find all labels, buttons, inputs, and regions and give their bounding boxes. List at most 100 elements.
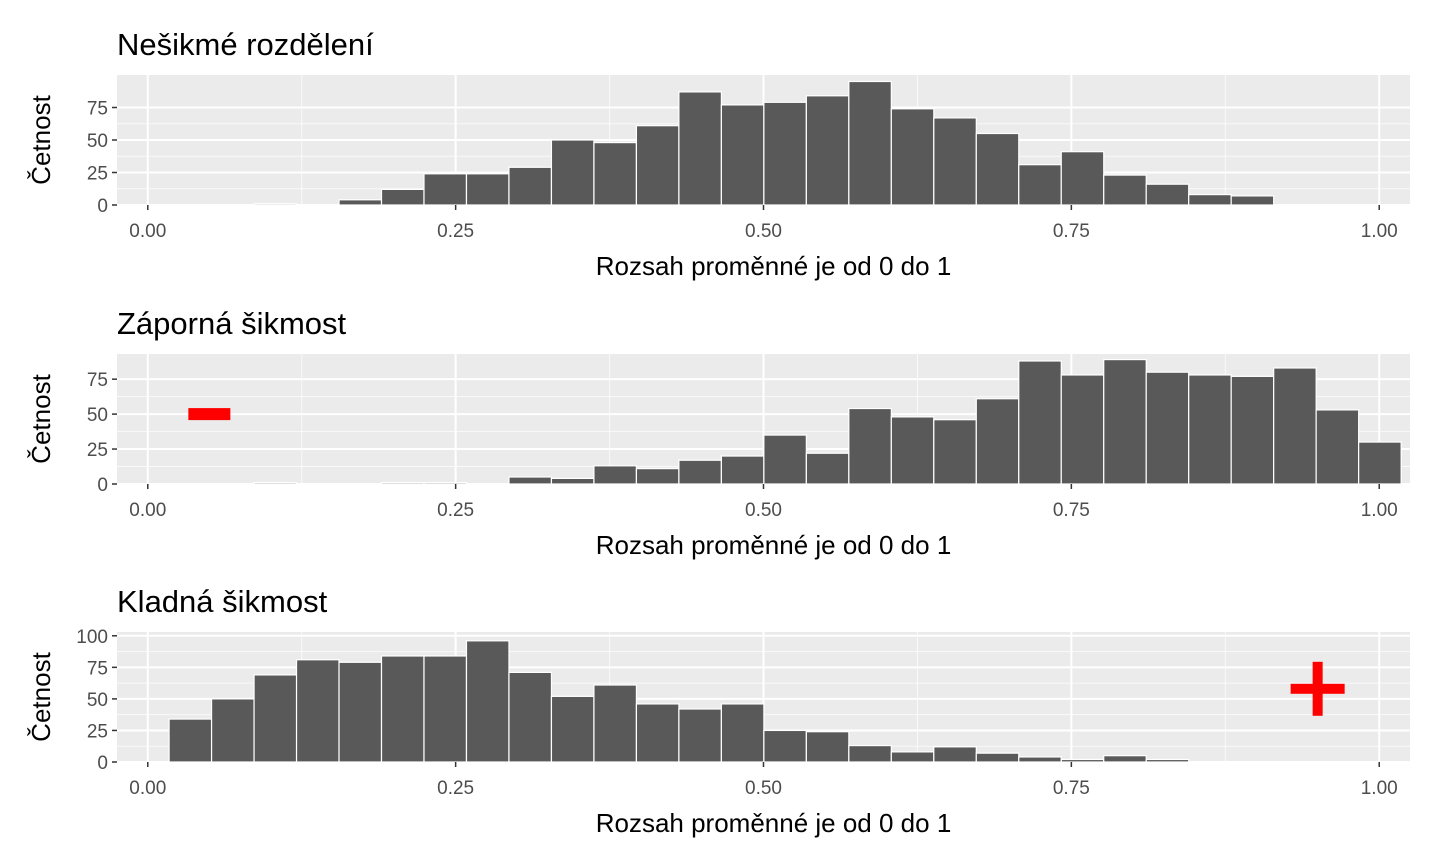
y-tick-label: 0	[97, 196, 108, 217]
histogram-bar	[1103, 174, 1147, 206]
histogram-bar	[423, 482, 468, 485]
histogram-bar	[1060, 374, 1105, 485]
x-tick-label: 0.25	[437, 221, 474, 242]
x-tick-label: 0.75	[1053, 778, 1090, 799]
y-tick-label: 75	[87, 658, 108, 679]
histogram-bar	[1188, 374, 1232, 485]
histogram-bar	[1315, 409, 1360, 485]
histogram-bar	[550, 139, 595, 206]
histogram-bar	[423, 655, 468, 763]
y-axis-title: Četnost	[26, 94, 56, 184]
histogram-bar	[848, 744, 892, 763]
x-axis-title: Rozsah proměnné je od 0 do 1	[596, 251, 952, 281]
histogram-bar	[848, 80, 892, 206]
histogram-bar	[1358, 441, 1402, 485]
histogram-bar	[848, 407, 892, 485]
histogram-bar	[253, 674, 298, 763]
histogram-bar	[168, 718, 213, 763]
histogram-bar	[338, 661, 383, 763]
panel-title: Kladná šikmost	[117, 584, 328, 619]
x-tick-label: 0.75	[1053, 221, 1090, 242]
histogram-bar	[1230, 375, 1275, 485]
x-tick-label: 0.00	[129, 500, 166, 521]
histogram-bar	[1273, 367, 1317, 485]
y-tick-label: 25	[87, 164, 108, 185]
x-tick-label: 0.25	[437, 778, 474, 799]
histogram-bar	[805, 731, 850, 763]
histogram-bar	[593, 465, 638, 485]
histogram-bar	[1060, 758, 1105, 763]
histogram-bar	[550, 695, 595, 763]
histogram-bar	[1060, 151, 1105, 206]
panel-title: Záporná šikmost	[117, 306, 347, 341]
x-tick-label: 0.00	[129, 221, 166, 242]
y-tick-label: 50	[87, 131, 108, 152]
y-tick-label: 75	[87, 370, 108, 391]
histogram-bar	[975, 398, 1020, 485]
histogram-bar	[635, 468, 680, 485]
histogram-bar	[550, 477, 595, 485]
x-tick-label: 0.75	[1053, 500, 1090, 521]
histogram-bar	[805, 452, 850, 485]
histogram-bar	[465, 640, 510, 763]
histogram-bar	[720, 455, 765, 485]
histogram-bar	[210, 698, 255, 763]
histogram-bar	[380, 655, 425, 763]
histogram-bar	[890, 108, 935, 206]
histogram-bar	[508, 476, 553, 485]
histogram-bar	[763, 101, 807, 206]
histogram-bar	[380, 482, 425, 485]
histogram-panel-2: 0.00 0.25 0.50 0.75 1.00 0 25 50 75 Záporná šikmo…	[26, 306, 1410, 560]
y-tick-label: 50	[87, 405, 108, 426]
y-tick-label: 50	[87, 690, 108, 711]
histogram-bar	[1103, 358, 1147, 485]
histogram-panel-1: 0.00 0.25 0.50 0.75 1.00 0 25 50 75 Nešikmé rozdě…	[26, 27, 1410, 281]
histogram-bar	[678, 91, 722, 206]
histogram-bar	[805, 95, 850, 206]
histogram-bar	[933, 746, 977, 763]
histogram-bar	[890, 416, 935, 485]
y-tick-label: 75	[87, 99, 108, 120]
histogram-bar	[380, 188, 425, 206]
minus-sign-icon	[188, 408, 231, 421]
x-tick-label: 0.25	[437, 500, 474, 521]
histogram-panel-3: 0.00 0.25 0.50 0.75 1.00 0 25 50 75 100 Kladná šik…	[26, 584, 1410, 838]
histogram-bar	[1230, 195, 1275, 206]
histogram-bar	[635, 703, 680, 763]
histogram-bar	[635, 125, 680, 206]
histogram-bar	[890, 751, 935, 763]
x-tick-label: 0.50	[745, 500, 782, 521]
histogram-bar	[678, 459, 722, 485]
histogram-bar	[1145, 758, 1190, 763]
y-tick-label: 0	[97, 753, 108, 774]
histogram-bar	[338, 199, 383, 206]
histogram-bar	[1103, 755, 1147, 763]
x-axis-title: Rozsah proměnné je od 0 do 1	[596, 808, 952, 838]
histogram-bar	[593, 142, 638, 206]
y-axis-title: Četnost	[26, 373, 56, 463]
y-tick-label: 0	[97, 475, 108, 496]
histogram-bar	[720, 703, 765, 763]
y-axis-title: Četnost	[26, 651, 56, 741]
y-tick-label: 25	[87, 440, 108, 461]
histogram-bar	[465, 173, 510, 206]
histogram-bar	[253, 482, 298, 485]
histogram-bar	[975, 752, 1020, 763]
histogram-bar	[253, 203, 298, 206]
histogram-bar	[1018, 360, 1062, 485]
histogram-bar	[720, 104, 765, 206]
histogram-bar	[593, 684, 638, 763]
histogram-bar	[763, 729, 807, 763]
histogram-bar	[295, 659, 340, 763]
histogram-bar	[508, 166, 553, 206]
histogram-bar	[1188, 194, 1232, 206]
x-tick-label: 1.00	[1361, 778, 1398, 799]
histogram-bar	[933, 419, 977, 485]
x-axis-title: Rozsah proměnné je od 0 do 1	[596, 530, 952, 560]
x-tick-label: 1.00	[1361, 500, 1398, 521]
x-tick-label: 1.00	[1361, 221, 1398, 242]
histogram-bar	[508, 671, 553, 763]
x-tick-label: 0.00	[129, 778, 166, 799]
histogram-bar	[975, 132, 1020, 206]
histogram-bar	[763, 434, 807, 485]
